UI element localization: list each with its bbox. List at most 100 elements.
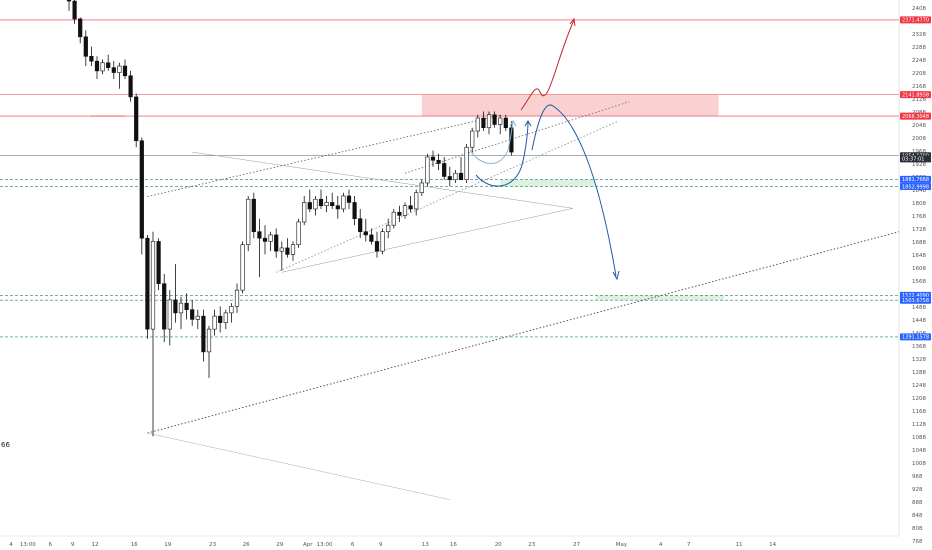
zone-2	[595, 295, 725, 301]
x-tick-label: 16	[450, 542, 457, 548]
candle-35	[262, 225, 268, 255]
y-tick-label: 1448	[912, 318, 926, 324]
x-tick-label: 12	[92, 542, 99, 548]
candle-body	[156, 241, 161, 284]
light-blue-dip-arrow	[469, 121, 514, 164]
x-tick-label: 23	[528, 542, 535, 548]
candle-body	[503, 117, 508, 129]
candle-33	[251, 192, 256, 239]
candle-body	[402, 205, 408, 216]
price-badge-2: 2068.3048	[900, 112, 931, 120]
trendline-2	[276, 120, 618, 273]
y-tick-label: 2128	[912, 97, 926, 103]
price-badge-bg	[900, 333, 931, 341]
price-badge-label: 2068.3048	[902, 114, 929, 120]
y-tick-label: 2168	[912, 84, 926, 90]
candle-44	[313, 195, 318, 216]
y-tick-label: 1568	[912, 279, 926, 285]
candle-47	[330, 192, 335, 209]
price-badge-8: 1503.6758	[900, 296, 931, 304]
candle-body	[380, 231, 385, 252]
price-axis[interactable]: 2408236823282288224822082168212820882048…	[912, 6, 926, 545]
y-tick-label: 1128	[912, 422, 926, 428]
candle-7	[106, 54, 111, 71]
x-tick-label: May	[616, 542, 628, 548]
candle-6	[100, 59, 105, 75]
projection-arrows-layer	[469, 17, 620, 281]
candle-body	[302, 202, 307, 223]
candle-53	[363, 218, 368, 242]
candle-body	[307, 202, 312, 210]
candle-body	[374, 241, 380, 252]
trendline-0	[147, 115, 501, 198]
candle-72	[470, 127, 475, 154]
candle-body	[453, 172, 458, 181]
candle-61	[408, 195, 413, 213]
x-tick-label: 16	[131, 542, 138, 548]
x-tick-label: 9	[379, 542, 383, 548]
time-axis[interactable]: 4 13:00 6 9 12 16 19 23 26 29 Apr 13:00 6 9 13 16 20 23 27…	[9, 542, 776, 548]
candle-body	[430, 156, 436, 161]
candle-62	[414, 189, 419, 216]
candle-9	[117, 62, 122, 89]
x-tick-label: 26	[243, 542, 250, 548]
price-badge-1: 2141.8938	[900, 91, 931, 98]
candle-body	[223, 312, 228, 323]
candle-body	[72, 0, 77, 20]
y-tick-label: 2328	[912, 32, 926, 38]
candle-36	[268, 231, 273, 252]
y-tick-label: 1288	[912, 370, 926, 376]
candle-body	[335, 205, 340, 210]
y-tick-label: 1608	[912, 266, 926, 272]
y-tick-label: 1848	[912, 188, 926, 194]
candle-body	[324, 202, 329, 207]
y-tick-label: 2248	[912, 58, 926, 64]
candle-body	[290, 244, 296, 255]
candle-69	[453, 169, 458, 183]
x-tick-label: 6	[351, 542, 355, 548]
candle-34	[257, 218, 262, 278]
y-tick-label: 1928	[912, 162, 926, 168]
candle-body	[414, 192, 419, 210]
trendline-6	[147, 432, 450, 500]
candle-1	[72, 0, 77, 24]
candle-63	[419, 179, 424, 196]
candle-77	[498, 114, 503, 135]
candle-68	[447, 166, 452, 187]
price-badge-6: 1852.9998	[900, 183, 931, 190]
y-tick-label: 2208	[912, 71, 926, 77]
price-badge-0: 2371.4770	[900, 16, 931, 24]
candle-body	[419, 182, 424, 194]
candle-body	[139, 140, 144, 239]
candle-body	[470, 130, 475, 148]
candle-24	[201, 309, 206, 362]
y-tick-label: 1008	[912, 461, 926, 467]
side-label: 66	[1, 441, 10, 449]
candle-51	[352, 195, 357, 226]
blue-bearish-arrow	[531, 104, 617, 277]
candle-body	[391, 211, 396, 226]
price-badge-9: 1391.1578	[900, 333, 931, 341]
candle-body	[150, 241, 156, 330]
trendline-5	[281, 208, 574, 273]
y-tick-label: 2408	[912, 6, 926, 12]
y-tick-label: 848	[912, 513, 923, 519]
candle-60	[402, 202, 408, 219]
candle-body	[246, 198, 251, 245]
candle-body	[475, 117, 480, 132]
y-tick-label: 1728	[912, 227, 926, 233]
candle-38	[279, 241, 284, 271]
candle-body	[173, 299, 178, 314]
x-tick-label: 4	[9, 542, 13, 548]
y-tick-label: 1048	[912, 448, 926, 454]
candle-65	[430, 150, 436, 167]
zone-0	[421, 94, 719, 117]
candle-body	[313, 198, 318, 210]
price-badge-label: 1852.9998	[902, 184, 929, 190]
candle-39	[285, 238, 290, 258]
candle-body	[352, 202, 357, 220]
y-tick-label: 1688	[912, 240, 926, 246]
x-tick-label: 20	[495, 542, 502, 548]
